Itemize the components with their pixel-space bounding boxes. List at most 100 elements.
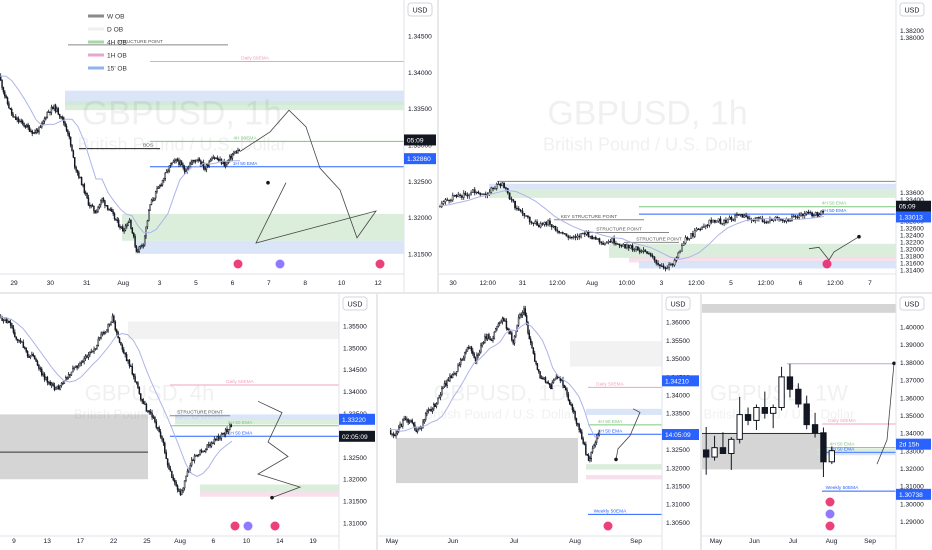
candle bbox=[552, 225, 555, 228]
candle bbox=[151, 412, 153, 418]
y-tick-label: 1.34500 bbox=[408, 34, 432, 41]
y-tick-label: 1.34500 bbox=[343, 367, 367, 374]
candle bbox=[719, 218, 722, 224]
candle bbox=[34, 132, 36, 134]
candle bbox=[489, 338, 492, 341]
candle bbox=[503, 182, 505, 188]
candle bbox=[134, 376, 136, 383]
candle bbox=[159, 431, 162, 437]
candle bbox=[570, 404, 572, 406]
candle bbox=[534, 221, 537, 224]
candle bbox=[204, 168, 206, 170]
candle bbox=[131, 228, 134, 234]
legend-label: D OB bbox=[107, 27, 124, 34]
candle bbox=[495, 183, 498, 189]
candle bbox=[38, 364, 40, 369]
candle bbox=[692, 233, 694, 237]
candle bbox=[42, 120, 44, 124]
candle bbox=[585, 231, 588, 235]
candle bbox=[56, 385, 59, 389]
y-tick-label: 1.31000 bbox=[666, 502, 690, 509]
candle bbox=[12, 113, 14, 117]
candle bbox=[424, 413, 427, 420]
candle bbox=[468, 347, 470, 349]
candle bbox=[813, 214, 815, 217]
price-tag bbox=[404, 134, 436, 146]
candle bbox=[671, 263, 674, 266]
candle bbox=[54, 104, 57, 112]
candle bbox=[186, 470, 189, 477]
candle bbox=[215, 157, 217, 160]
candle bbox=[202, 162, 205, 169]
candle bbox=[198, 159, 201, 162]
candle bbox=[158, 427, 160, 433]
candle bbox=[105, 205, 108, 207]
chart-panel-weekly[interactable]: GBPUSD, 1W British Pound / U.S. Dollar Dai… bbox=[702, 294, 932, 550]
y-tick-label: 1.35500 bbox=[343, 323, 367, 330]
candle bbox=[80, 362, 83, 364]
candle bbox=[442, 386, 444, 389]
chart-panel-4h[interactable]: GBPUSD, 4h British Pound / U.S. Dollar STR… bbox=[0, 294, 376, 550]
candle bbox=[123, 230, 125, 232]
candle bbox=[163, 178, 165, 181]
candle bbox=[525, 215, 527, 217]
candle bbox=[138, 387, 141, 394]
candle bbox=[49, 111, 51, 113]
watermark-description: British Pound / U.S. Dollar bbox=[74, 407, 226, 422]
y-tick-label: 1.32600 bbox=[900, 225, 924, 232]
candle bbox=[79, 176, 81, 179]
candle bbox=[164, 442, 166, 453]
candle bbox=[90, 351, 92, 353]
chart-panel-1h-b[interactable]: GBPUSD, 1h British Pound / U.S. Dollar KEY… bbox=[439, 0, 932, 292]
level-label: Weekly 50EMA bbox=[826, 485, 860, 491]
candle bbox=[499, 183, 502, 187]
candle bbox=[139, 245, 142, 247]
level-label: KEY STRUCTURE POINT bbox=[561, 214, 617, 220]
candle bbox=[470, 192, 472, 195]
candle bbox=[115, 218, 117, 221]
candle bbox=[86, 192, 88, 199]
chart-panel-daily[interactable]: GBPUSD, 1D British Pound / U.S. Dollar Dai… bbox=[378, 294, 700, 550]
price-tag bbox=[896, 211, 931, 223]
candle bbox=[457, 194, 460, 198]
candle bbox=[796, 216, 799, 219]
x-tick-label: May bbox=[710, 538, 723, 545]
candle bbox=[660, 265, 663, 267]
candle bbox=[46, 111, 49, 118]
candle bbox=[35, 358, 37, 362]
candle bbox=[690, 233, 692, 239]
candle bbox=[190, 161, 193, 165]
level-label: 4H 50 EMA bbox=[598, 419, 623, 425]
order-block-zone bbox=[200, 484, 339, 492]
candle bbox=[396, 431, 399, 434]
candle bbox=[30, 130, 32, 133]
candle bbox=[451, 373, 454, 379]
candle bbox=[32, 354, 34, 356]
economic-event-icon bbox=[825, 497, 835, 507]
candle bbox=[461, 359, 463, 361]
candle bbox=[26, 351, 29, 357]
candle bbox=[736, 214, 738, 216]
order-block-zone bbox=[817, 448, 896, 452]
y-tick-label: 1.31400 bbox=[900, 268, 924, 275]
candle bbox=[554, 378, 556, 381]
candle bbox=[209, 159, 212, 163]
candle bbox=[17, 118, 20, 122]
candle bbox=[395, 433, 397, 436]
candle bbox=[653, 256, 656, 261]
candle bbox=[187, 166, 190, 170]
economic-event-icon bbox=[375, 259, 385, 269]
candle bbox=[556, 229, 559, 232]
candle bbox=[24, 347, 26, 349]
candle bbox=[122, 226, 124, 232]
candle bbox=[554, 225, 557, 231]
candle bbox=[792, 215, 795, 218]
candle bbox=[165, 170, 168, 174]
chart-panel-1h-a[interactable]: GBPUSD, 1h British Pound / U.S. Dollar STR… bbox=[0, 0, 437, 292]
candle bbox=[91, 205, 94, 207]
candle bbox=[9, 322, 12, 326]
candle bbox=[16, 338, 19, 341]
candle bbox=[514, 200, 516, 209]
y-tick-label: 1.32400 bbox=[900, 232, 924, 239]
